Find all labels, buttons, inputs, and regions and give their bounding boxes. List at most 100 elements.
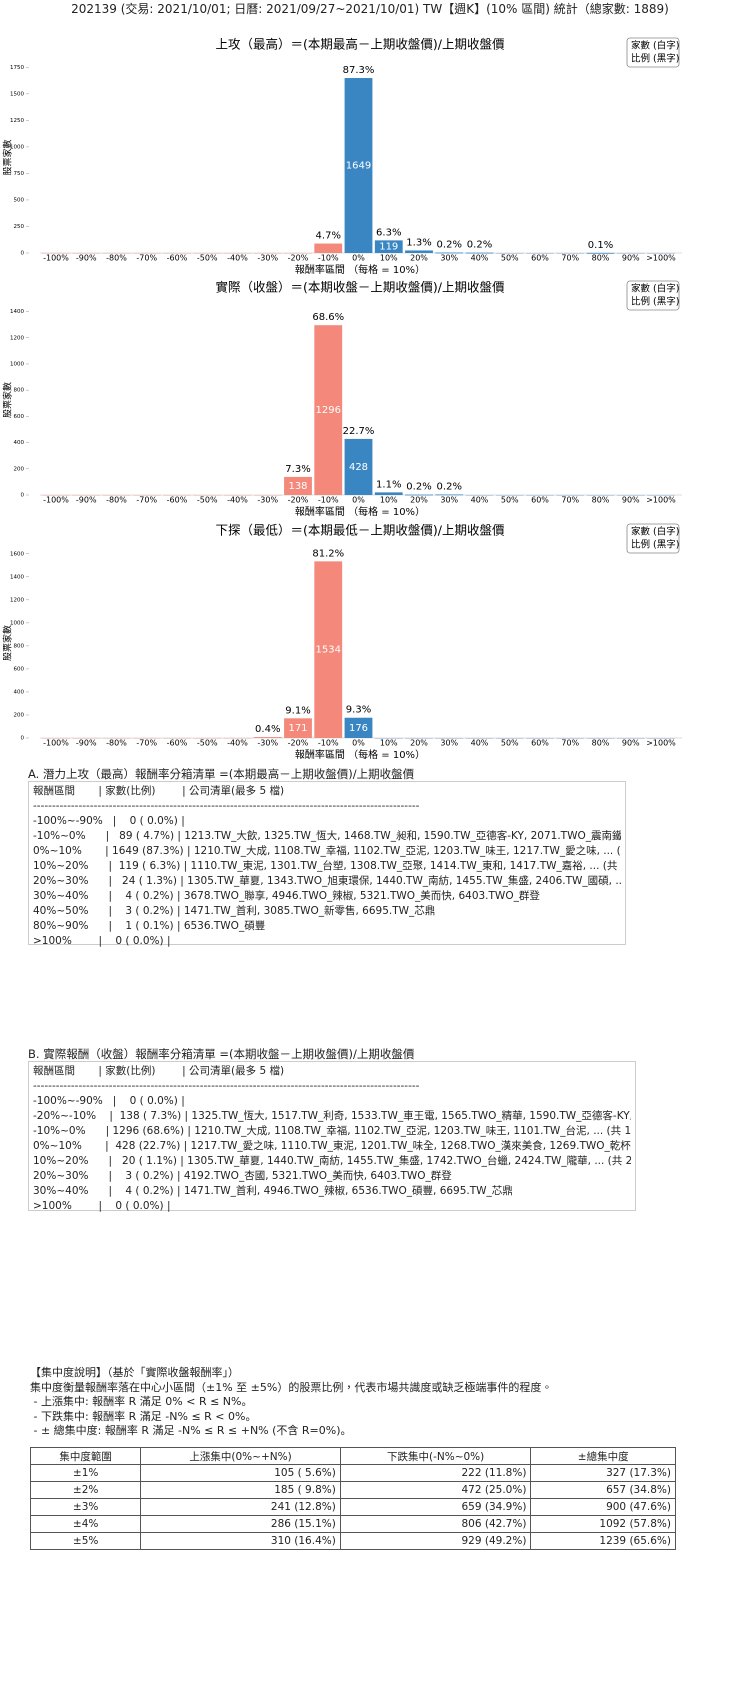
bar [102, 738, 131, 739]
x-tick-label: -60% [167, 496, 188, 505]
list-line: >100% | 0 ( 0.0%) | [33, 935, 171, 947]
list-line: 報酬區間 | 家數(比例) | 公司清單(最多 5 檔) [33, 1065, 285, 1077]
bar [223, 495, 252, 496]
bar [163, 253, 191, 254]
y-tick-label: 1000 [10, 620, 24, 626]
x-tick-label: -40% [227, 496, 248, 505]
x-tick-label: -10% [318, 254, 339, 263]
x-tick-label: -90% [76, 254, 97, 263]
note-line: - 上漲集中: 報酬率 R 滿足 0% < R ≤ N%。 [30, 1395, 253, 1408]
bar [647, 253, 675, 254]
bar [526, 253, 554, 254]
bar [586, 495, 615, 496]
table-row: ±5% 310 (16.4%) 929 (49.2%) 1239 (65.6%) [29, 1532, 676, 1550]
percent-label: 1.3% [406, 237, 431, 248]
bar [102, 253, 131, 254]
table-cell: 327 (17.3%) [530, 1464, 676, 1482]
percent-label: 9.3% [346, 705, 371, 716]
table-cell: 185 ( 9.8%) [140, 1481, 341, 1499]
percent-label: 4.7% [316, 231, 341, 242]
bar [374, 738, 403, 739]
table-header: 集中度範圍 [29, 1447, 142, 1465]
x-tick-label: -80% [106, 739, 127, 748]
list-line: -100%~-90% | 0 ( 0.0%) | [33, 815, 185, 827]
concentration-table: 集中度範圍 上漲集中(0%~+N%) 下跌集中(-N%~0%) ±總集中度 ±1% 105… [29, 1447, 676, 1550]
table-cell: 310 (16.4%) [140, 1532, 341, 1550]
percent-label: 0.2% [437, 481, 462, 492]
legend-box [626, 280, 680, 311]
bar [616, 253, 645, 254]
table-cell: 929 (49.2%) [339, 1532, 532, 1550]
table-header: 上漲集中(0%~+N%) [140, 1447, 341, 1465]
list-line: 報酬區間 | 家數(比例) | 公司清單(最多 5 檔) [33, 785, 285, 797]
legend-entry: 家數 (白字) [631, 283, 679, 295]
table-row: ±1% 105 ( 5.6%) 222 (11.8%) 327 (17.3%) [29, 1464, 676, 1482]
y-axis-label: 股票家數 [2, 625, 14, 661]
percent-label: 7.3% [285, 464, 310, 475]
bar [556, 253, 585, 254]
bar [495, 253, 524, 254]
y-tick-label: 600 [14, 666, 25, 672]
x-tick-label: 0% [352, 496, 365, 505]
percent-label: 0.4% [255, 724, 280, 735]
x-tick-label: 90% [622, 739, 640, 748]
bar [314, 325, 343, 495]
bar [72, 495, 101, 496]
bar [616, 495, 645, 496]
bar [284, 476, 312, 495]
percent-label: 9.1% [285, 705, 310, 716]
page-title: 202139 (交易: 2021/10/01; 日曆: 2021/09/27~2… [71, 2, 669, 16]
legend-box [626, 523, 680, 554]
table-header: ±總集中度 [530, 1447, 676, 1465]
y-tick-label: 1600 [10, 551, 24, 557]
bar [405, 494, 433, 496]
y-tick-label: 200 [14, 466, 25, 472]
bar [314, 243, 343, 253]
y-tick-label: 750 [14, 171, 25, 177]
percent-label: 68.6% [312, 312, 344, 323]
y-tick-label: 1500 [10, 91, 24, 97]
x-tick-label: 80% [592, 254, 610, 263]
bar [223, 253, 252, 254]
table-row: ±4% 286 (15.1%) 806 (42.7%) 1092 (57.8%) [29, 1515, 676, 1533]
y-tick-label: 1000 [10, 144, 24, 150]
x-tick-label: -40% [227, 739, 248, 748]
count-label: 176 [349, 723, 368, 734]
table-row: ±3% 241 (12.8%) 659 (34.9%) 900 (47.6%) [29, 1498, 676, 1516]
y-tick-label: 0 [21, 736, 25, 742]
bar [647, 738, 675, 739]
percent-label: 0.2% [406, 482, 431, 493]
bar [132, 253, 161, 254]
bar [72, 253, 101, 254]
x-tick-label: 30% [440, 739, 458, 748]
x-tick-label: 60% [531, 496, 549, 505]
count-label: 171 [288, 723, 307, 734]
note-line: 【集中度說明】（基於「實際收盤報酬率」） [30, 1366, 239, 1379]
list-title: B. 實際報酬（收盤）報酬率分箱清單 =(本期收盤－上期收盤價)/上期收盤價 [28, 1047, 415, 1061]
bar [405, 738, 433, 739]
y-tick-label: 1750 [10, 65, 24, 71]
y-tick-label: 500 [14, 197, 25, 203]
x-tick-label: 40% [471, 739, 489, 748]
bar [102, 495, 131, 496]
list-line: 10%~20% | 20 ( 1.1%) | 1305.TW_華夏, 1440.… [33, 1155, 631, 1167]
x-tick-label: -100% [43, 496, 69, 505]
x-tick-label: -20% [288, 254, 309, 263]
bar [314, 561, 343, 738]
note-line: - ± 總集中度: 報酬率 R 滿足 -N% ≤ R ≤ +N% (不含 R=0… [30, 1424, 352, 1437]
chart-title: 上攻（最高）＝(本期最高－上期收盤價)/上期收盤價 [216, 37, 505, 52]
bar [495, 738, 524, 739]
percent-label: 1.1% [376, 479, 401, 490]
x-tick-label: -80% [106, 254, 127, 263]
bar [647, 495, 675, 496]
x-tick-label: -100% [43, 254, 69, 263]
x-tick-label: -100% [43, 739, 69, 748]
bar [42, 738, 70, 739]
x-tick-label: 10% [380, 739, 398, 748]
bar [253, 253, 282, 254]
x-tick-label: 70% [561, 254, 579, 263]
bar [465, 495, 494, 496]
bar [374, 240, 403, 253]
bar [163, 495, 191, 496]
